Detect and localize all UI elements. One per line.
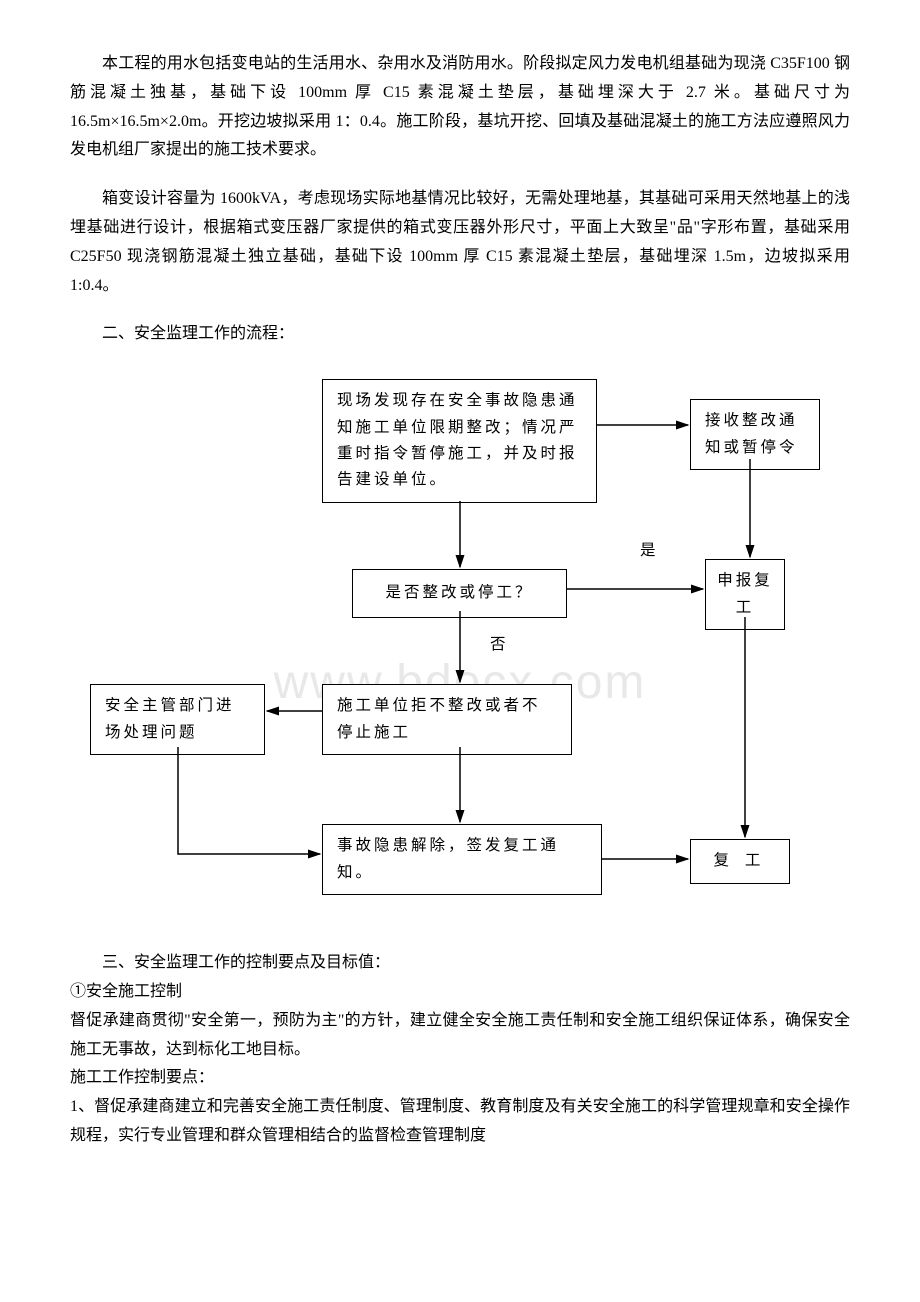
flow-label-no: 否	[490, 631, 508, 659]
flow-box-decision: 是否整改或停工？	[352, 569, 567, 617]
paragraph-2: 箱变设计容量为 1600kVA，考虑现场实际地基情况比较好，无需处理地基，其基础…	[70, 185, 850, 300]
flow-box-hazard-found: 现场发现存在安全事故隐患通知施工单位限期整改；情况严重时指令暂停施工，并及时报告…	[322, 379, 597, 502]
paragraph-3: 督促承建商贯彻"安全第一，预防为主"的方针，建立健全安全施工责任制和安全施工组织…	[70, 1007, 850, 1065]
sub-heading-1: ①安全施工控制	[70, 978, 850, 1007]
heading-section-2: 二、安全监理工作的流程：	[70, 320, 850, 349]
flow-box-receive-notice: 接收整改通知或暂停令	[690, 399, 820, 470]
section-3: 三、安全监理工作的控制要点及目标值： ①安全施工控制 督促承建商贯彻"安全第一，…	[70, 949, 850, 1151]
flow-box-text: 安全主管部门进场处理问题	[105, 697, 235, 740]
flow-box-text: 复 工	[714, 852, 767, 869]
flowchart: 现场发现存在安全事故隐患通知施工单位限期整改；情况严重时指令暂停施工，并及时报告…	[70, 379, 850, 919]
flow-box-refuse: 施工单位拒不整改或者不停止施工	[322, 684, 572, 755]
flow-box-resolved: 事故隐患解除，签发复工通知。	[322, 824, 602, 895]
paragraph-1: 本工程的用水包括变电站的生活用水、杂用水及消防用水。阶段拟定风力发电机组基础为现…	[70, 50, 850, 165]
flow-box-apply-resume: 申报复工	[705, 559, 785, 630]
heading-section-3: 三、安全监理工作的控制要点及目标值：	[70, 949, 850, 978]
flow-box-text: 是否整改或停工？	[385, 584, 533, 601]
flow-box-resume: 复 工	[690, 839, 790, 883]
list-item-1: 1、督促承建商建立和完善安全施工责任制度、管理制度、教育制度及有关安全施工的科学…	[70, 1093, 850, 1151]
flow-box-text: 事故隐患解除，签发复工通知。	[337, 837, 559, 880]
flow-box-text: 施工单位拒不整改或者不停止施工	[337, 697, 541, 740]
flow-box-authority: 安全主管部门进场处理问题	[90, 684, 265, 755]
sub-heading-2: 施工工作控制要点：	[70, 1064, 850, 1093]
flow-box-text: 申报复工	[717, 572, 773, 615]
flow-box-text: 现场发现存在安全事故隐患通知施工单位限期整改；情况严重时指令暂停施工，并及时报告…	[337, 392, 578, 488]
flow-box-text: 接收整改通知或暂停令	[705, 412, 798, 455]
flow-label-yes: 是	[640, 537, 658, 565]
